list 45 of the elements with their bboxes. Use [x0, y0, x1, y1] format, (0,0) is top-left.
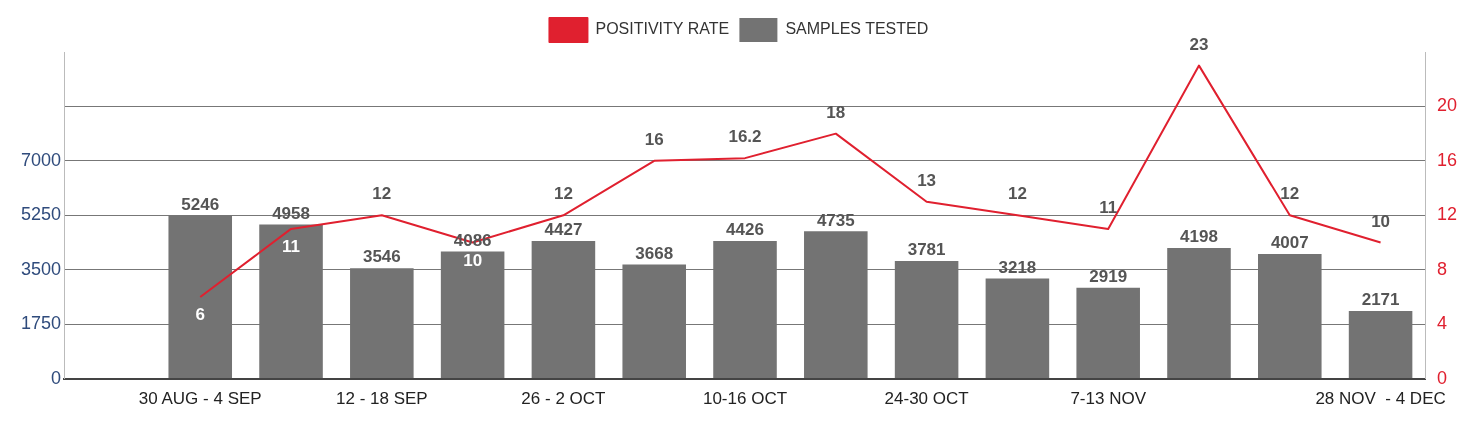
y2-tick-label: 8 — [1436, 258, 1447, 279]
x-tick-label: 28 NOV - 4 DEC — [1315, 389, 1446, 409]
y2-tick-label: 20 — [1436, 95, 1458, 116]
data-label: 4427 — [544, 220, 583, 240]
data-label: 4007 — [1270, 233, 1309, 253]
data-label: 3781 — [907, 240, 946, 260]
data-label: 4426 — [726, 220, 764, 240]
y2-tick-label: 12 — [1436, 204, 1458, 225]
y-tick-label: 5250 — [21, 204, 62, 225]
data-label: 12 — [553, 184, 573, 204]
data-label: 2919 — [1089, 266, 1128, 286]
data-label: 18 — [826, 102, 846, 122]
data-label: 16.2 — [728, 127, 762, 147]
data-label: 10 — [1371, 211, 1391, 231]
y-tick-label: 7000 — [21, 149, 62, 170]
data-label: 3546 — [362, 247, 401, 267]
data-label: 10 — [463, 250, 483, 270]
y-tick-label: 1750 — [21, 313, 62, 334]
data-label: 3668 — [635, 243, 674, 263]
data-label: 12 — [1280, 184, 1300, 204]
x-tick-label: 26 - 2 OCT — [521, 389, 606, 409]
legend-label: POSITIVITY RATE — [595, 20, 730, 38]
data-label: 4735 — [816, 210, 855, 230]
legend-label: SAMPLES TESTED — [785, 20, 929, 38]
data-label: 12 — [1007, 184, 1027, 204]
data-label: 23 — [1189, 34, 1209, 54]
data-label: 11 — [282, 237, 301, 257]
y-tick-label: 3500 — [21, 258, 62, 279]
data-label: 6 — [195, 305, 205, 325]
data-label: 2171 — [1361, 290, 1400, 310]
data-label: 16 — [644, 130, 664, 150]
y2-tick-label: 16 — [1436, 149, 1458, 170]
y2-tick-label: 4 — [1436, 313, 1447, 334]
x-tick-label: 30 AUG - 4 SEP — [138, 389, 262, 409]
x-tick-label: 7-13 NOV — [1070, 389, 1147, 409]
x-tick-label: 10-16 OCT — [702, 389, 788, 409]
data-label: 4198 — [1180, 227, 1218, 247]
y-tick-label: 0 — [51, 367, 62, 388]
data-label: 13 — [917, 170, 937, 190]
y2-tick-label: 0 — [1436, 367, 1447, 388]
x-tick-label: 24-30 OCT — [884, 389, 969, 409]
data-label: 12 — [372, 184, 392, 204]
data-label: 11 — [1099, 198, 1118, 218]
data-label: 5246 — [181, 194, 220, 214]
x-tick-label: 12 - 18 SEP — [335, 389, 428, 409]
